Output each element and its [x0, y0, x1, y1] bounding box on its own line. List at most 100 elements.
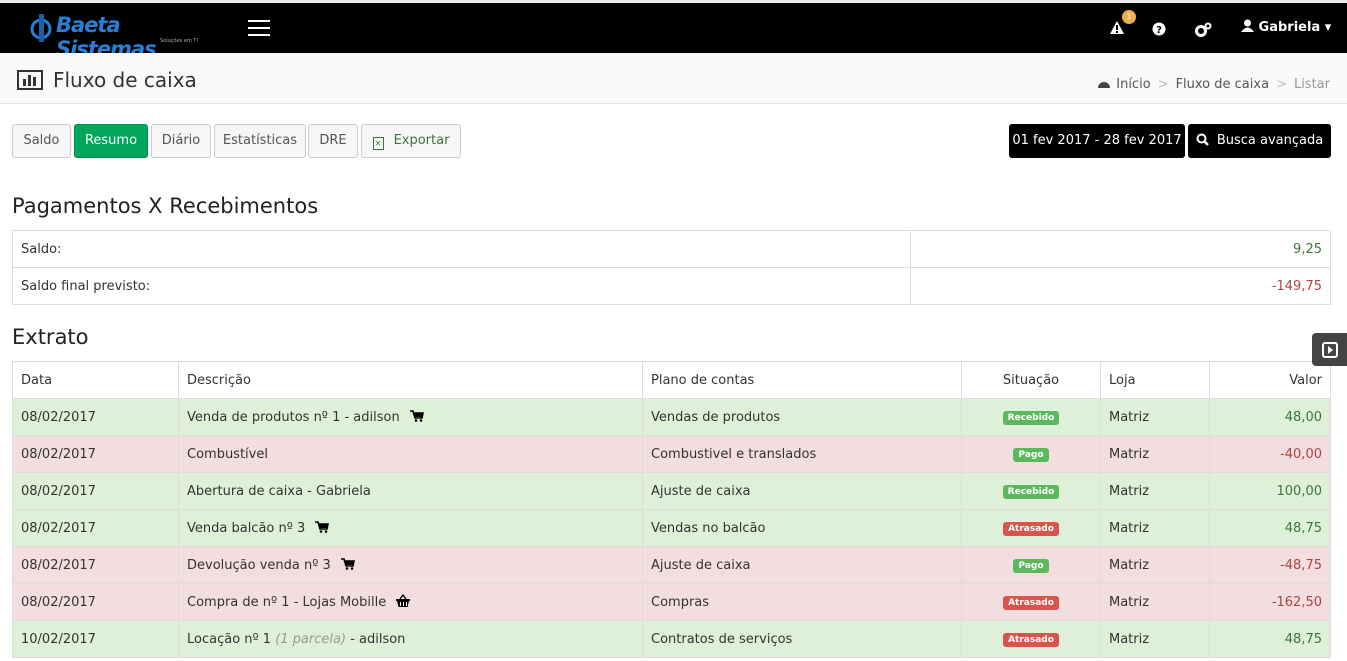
navbar: Baeta Sistemas Soluções em TI 1 ? Gabrie… — [0, 3, 1347, 61]
status-cell: Recebido — [961, 472, 1101, 510]
page-title: Fluxo de caixa — [53, 68, 197, 92]
column-header[interactable]: Plano de contas — [642, 361, 962, 399]
value-cell: 100,00 — [1209, 472, 1331, 510]
tab-button[interactable]: Saldo — [12, 124, 71, 158]
summary-value: 9,25 — [910, 230, 1331, 268]
summary-label: Saldo: — [12, 230, 911, 268]
summary-table: Saldo: 9,25 Saldo final previsto: -149,75 — [12, 230, 1331, 305]
tab-button[interactable]: DRE — [308, 124, 358, 158]
description: Devolução venda nº 3 — [187, 558, 331, 573]
status-label: Recebido — [1002, 411, 1060, 425]
statement-row: 08/02/2017 Venda balcão nº 3 Vendas no bal… — [12, 509, 1331, 547]
date-cell: 08/02/2017 — [12, 546, 179, 584]
store-cell: Matriz — [1100, 435, 1210, 473]
account-cell: Combustivel e translados — [642, 435, 962, 473]
settings-icon[interactable] — [1195, 22, 1212, 37]
summary-label: Saldo final previsto: — [12, 267, 911, 305]
description-cell: Devolução venda nº 3 — [178, 546, 643, 584]
column-header[interactable]: Data — [12, 361, 179, 399]
store-cell: Matriz — [1100, 620, 1210, 658]
value-cell: 48,75 — [1209, 509, 1331, 547]
status-cell: Atrasado — [961, 509, 1101, 547]
description: Abertura de caixa - Gabriela — [187, 483, 371, 499]
user-name: Gabriela — [1258, 20, 1321, 35]
cart-icon[interactable] — [340, 557, 356, 571]
tab-label: Estatísticas — [222, 133, 298, 148]
help-icon[interactable]: ? — [1152, 22, 1166, 36]
account-cell: Ajuste de caixa — [642, 546, 962, 584]
account-cell: Ajuste de caixa — [642, 472, 962, 510]
column-header[interactable]: Descrição — [178, 361, 643, 399]
alerts-badge: 1 — [1122, 10, 1136, 24]
value-cell: -40,00 — [1209, 435, 1331, 473]
alerts-icon[interactable] — [1109, 20, 1125, 35]
excel-icon: ✕ — [372, 137, 384, 150]
description-cell: Abertura de caixa - Gabriela — [178, 472, 643, 510]
brand[interactable]: Baeta Sistemas Soluções em TI — [30, 12, 220, 61]
description: Venda balcão nº 3 — [187, 521, 306, 536]
basket-icon[interactable] — [396, 593, 411, 608]
statement-row: 08/02/2017 Compra de nº 1 - Lojas Mobille… — [12, 583, 1331, 621]
description-cell: Locação nº 1 (1 parcela) - adilson — [178, 620, 643, 658]
status-label: Atrasado — [1003, 633, 1059, 647]
statement-row: 08/02/2017 Venda de produtos nº 1 - adils… — [12, 398, 1331, 436]
cart-icon[interactable] — [409, 409, 425, 423]
page-header: Fluxo de caixa Início > Fluxo de caixa > Lis… — [0, 53, 1347, 104]
status-label: Recebido — [1002, 485, 1060, 499]
cart-icon[interactable] — [315, 520, 330, 534]
status-cell: Atrasado — [961, 620, 1101, 658]
brand-logo — [30, 14, 52, 42]
value-cell: -48,75 — [1209, 546, 1331, 584]
tab-label: Exportar — [393, 133, 450, 148]
side-toggle[interactable] — [1312, 333, 1347, 366]
tab-label: Diário — [161, 133, 201, 148]
status-label: Atrasado — [1003, 596, 1059, 610]
breadcrumb-separator: > — [1157, 77, 1169, 92]
header-row: Data Descrição Plano de contas Situação Loja… — [12, 361, 1331, 399]
user-icon — [1241, 19, 1254, 32]
chart-icon — [17, 70, 43, 90]
description: Combustível — [187, 446, 268, 462]
date-cell: 08/02/2017 — [12, 472, 179, 510]
summary-value: -149,75 — [910, 267, 1331, 305]
advanced-search-button[interactable]: Busca avançada — [1188, 124, 1331, 158]
date-cell: 08/02/2017 — [12, 435, 179, 473]
tab-button[interactable]: ✕ Exportar — [361, 124, 461, 158]
description-suffix: - adilson — [350, 631, 406, 647]
breadcrumb-item[interactable]: Fluxo de caixa — [1175, 77, 1270, 92]
breadcrumb-separator: > — [1276, 77, 1287, 92]
description-cell: Combustível — [178, 435, 643, 473]
user-menu[interactable]: Gabriela ▾ — [1241, 19, 1331, 35]
status-label: Atrasado — [1003, 522, 1059, 536]
value-cell: 48,00 — [1209, 398, 1331, 436]
breadcrumb-item[interactable]: Início — [1116, 77, 1151, 92]
breadcrumb: Início > Fluxo de caixa > Listar — [1097, 77, 1330, 92]
date-cell: 10/02/2017 — [12, 620, 179, 658]
status-label: Pago — [1013, 448, 1049, 462]
column-header[interactable]: Loja — [1100, 361, 1210, 399]
tab-button[interactable]: Estatísticas — [214, 124, 306, 158]
date-range: 01 fev 2017 - 28 fev 2017 — [1012, 133, 1182, 148]
summary-row: Saldo: 9,25 — [12, 230, 1331, 268]
store-cell: Matriz — [1100, 509, 1210, 547]
description: Compra de nº 1 - Lojas Mobille — [187, 595, 387, 610]
summary-row: Saldo final previsto: -149,75 — [12, 267, 1331, 305]
statement-row: 08/02/2017 Combustível Combustivel e trans… — [12, 435, 1331, 473]
description-cell: Compra de nº 1 - Lojas Mobille — [178, 583, 643, 621]
menu-toggle[interactable] — [248, 20, 270, 41]
date-range-button[interactable]: 01 fev 2017 - 28 fev 2017 ▾ — [1009, 124, 1185, 180]
store-cell: Matriz — [1100, 583, 1210, 621]
column-header[interactable]: Valor — [1209, 361, 1331, 399]
column-header[interactable]: Situação — [961, 361, 1101, 399]
statement-title: Extrato — [12, 325, 89, 349]
tab-button[interactable]: Diário — [151, 124, 211, 158]
statement-row: 08/02/2017 Devolução venda nº 3 Ajuste de … — [12, 546, 1331, 584]
account-cell: Contratos de serviços — [642, 620, 962, 658]
tab-label: DRE — [319, 133, 347, 148]
status-cell: Recebido — [961, 398, 1101, 436]
date-cell: 08/02/2017 — [12, 583, 179, 621]
description-cell: Venda balcão nº 3 — [178, 509, 643, 547]
tab-button[interactable]: Resumo — [74, 124, 148, 158]
side-toggle-icon — [1322, 342, 1338, 358]
account-cell: Vendas no balcão — [642, 509, 962, 547]
